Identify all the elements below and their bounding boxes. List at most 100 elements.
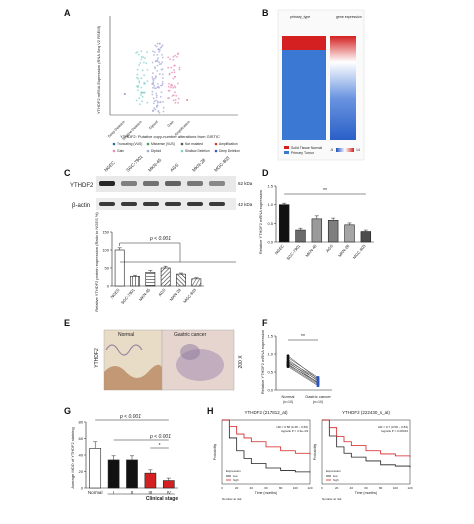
panel-a-point — [140, 92, 143, 95]
blot-lane-label: AGS — [169, 162, 179, 172]
panel-a-point — [161, 84, 163, 87]
panel-a-point — [144, 91, 146, 94]
panel-d-y-label: Relative YTHDF2 mRNA expression — [258, 190, 263, 254]
km-curve-low — [322, 419, 411, 468]
actin-band — [143, 202, 159, 206]
panel-a-point — [153, 77, 156, 80]
panel-a-point — [172, 99, 175, 102]
bar — [278, 204, 290, 243]
panel-a-point — [170, 86, 172, 89]
panel-a-point — [156, 86, 159, 89]
panel-a-point — [142, 91, 145, 94]
bar — [130, 275, 140, 287]
panel-label-c: C — [64, 168, 71, 178]
km-x-label: Time (months) — [355, 491, 377, 495]
panel-a-point — [151, 77, 154, 80]
km-at-risk: Number at risk — [322, 497, 342, 501]
blot-lane-label: MGC-803 — [213, 155, 231, 173]
panel-h-charts: YTHDF2 (217812_at) Probability 0 20 40 60 80 10… — [213, 410, 413, 501]
panel-f-chart: 0.0 0.5 1.0 1.5 ** — [267, 334, 332, 393]
panel-a-point — [151, 90, 154, 93]
normal-point — [286, 365, 290, 368]
panel-a-point — [141, 95, 144, 98]
km-logrank: logrank P = 0.00016 — [381, 429, 408, 433]
x-tick-label: SGC-7901 — [285, 243, 301, 261]
panel-a-point — [153, 54, 155, 56]
panel-a-point — [177, 102, 180, 104]
panel-e-side-label: YTHDF2 — [94, 348, 100, 368]
panel-a-point — [174, 99, 177, 101]
paired-line — [287, 365, 319, 385]
panel-a-point — [155, 92, 158, 95]
x-tick-label: NGEC — [274, 243, 285, 255]
panel-a-point — [155, 45, 158, 48]
panel-f-sig: ** — [301, 334, 305, 340]
actin-band — [209, 202, 225, 206]
y-tick-label: 1.5 — [267, 184, 273, 189]
panel-a-point — [151, 76, 154, 78]
panel-a-point — [143, 83, 146, 85]
panel-a-point — [146, 69, 149, 71]
panel-b-legend-swatch-tumor — [284, 151, 289, 154]
panel-a-point — [138, 82, 141, 84]
panel-a-point — [168, 97, 171, 99]
panel-a-point — [140, 94, 142, 96]
panel-label-d: D — [262, 168, 269, 178]
panel-a-point — [138, 64, 141, 66]
panel-c-chart: 0 50 100 150 NGES SGC-7901 MKN-45 AGS MKN-28 MGC-… — [102, 230, 236, 305]
panel-c-bands — [99, 181, 225, 206]
panel-a-point — [170, 66, 173, 69]
km-curve-low — [222, 419, 311, 473]
panel-b-legend-normal: Solid Tissue Normal — [291, 146, 322, 150]
panel-a-point — [151, 61, 154, 64]
actin-band — [165, 202, 181, 206]
panel-c-lane-labels: NGEC SGC-7901 MKN-45 AGS MKN-28 MGC-803 — [103, 154, 231, 173]
panel-a-point — [143, 61, 145, 64]
panel-a-point — [155, 76, 157, 79]
panel-a-point — [136, 85, 138, 88]
panel-a-legend-marker — [146, 142, 150, 146]
panel-a-point — [152, 109, 155, 112]
panel-a-point — [159, 101, 162, 104]
panel-a-y-label: YTHDF2 mRNA Expression (RNA Seq V2 RSEM) — [96, 25, 101, 114]
cancer-point — [316, 384, 320, 387]
panel-g-x-title: Clinical stage — [146, 496, 178, 502]
panel-a-point — [156, 70, 159, 72]
panel-a-point — [155, 94, 158, 97]
km-x-tick: 40 — [350, 486, 354, 490]
panel-a-point — [139, 62, 142, 64]
panel-a-point — [146, 101, 149, 104]
panel-a-legend-marker — [112, 149, 116, 153]
bar — [145, 272, 156, 287]
panel-a-point — [173, 64, 176, 67]
paired-line — [287, 363, 319, 384]
actin-band — [121, 202, 137, 206]
panel-label-a: A — [64, 8, 71, 18]
panel-g-y-label: Average MOD of YTHDF2 staining — [70, 427, 75, 488]
bar — [360, 231, 372, 243]
bar — [89, 448, 102, 489]
km-x-tick: 80 — [279, 486, 283, 490]
panel-a-point — [177, 52, 180, 55]
panel-a-point — [170, 83, 173, 86]
panel-b-normal-block — [282, 36, 326, 50]
panel-f-group-normal: Normal — [282, 394, 295, 399]
x-tick-label: MKN-28 — [169, 287, 183, 302]
km-frame — [221, 419, 311, 485]
km-curve-high — [322, 419, 411, 458]
x-tick-label: I — [113, 490, 114, 495]
panel-a-point — [178, 68, 181, 71]
km-at-risk: Number at risk — [222, 497, 242, 501]
panel-c: NGEC SGC-7901 MKN-45 AGS MKN-28 MGC-803 YTHDF… — [70, 154, 253, 312]
panel-label-e: E — [64, 318, 70, 328]
panel-a-point — [137, 84, 140, 87]
ythdf2-band — [165, 181, 181, 186]
panel-g: Average MOD of YTHDF2 staining 0 20 40 60 80… — [70, 414, 178, 502]
panel-a-point — [138, 80, 141, 83]
panel-a-point — [161, 61, 164, 63]
panel-a-point — [158, 61, 161, 64]
panel-a-point — [153, 66, 156, 68]
x-tick-label: MKN-45 — [304, 243, 318, 258]
panel-d: Relative YTHDF2 mRNA expression 0.0 0.5 1.… — [258, 184, 374, 261]
panel-a-point — [174, 91, 176, 94]
